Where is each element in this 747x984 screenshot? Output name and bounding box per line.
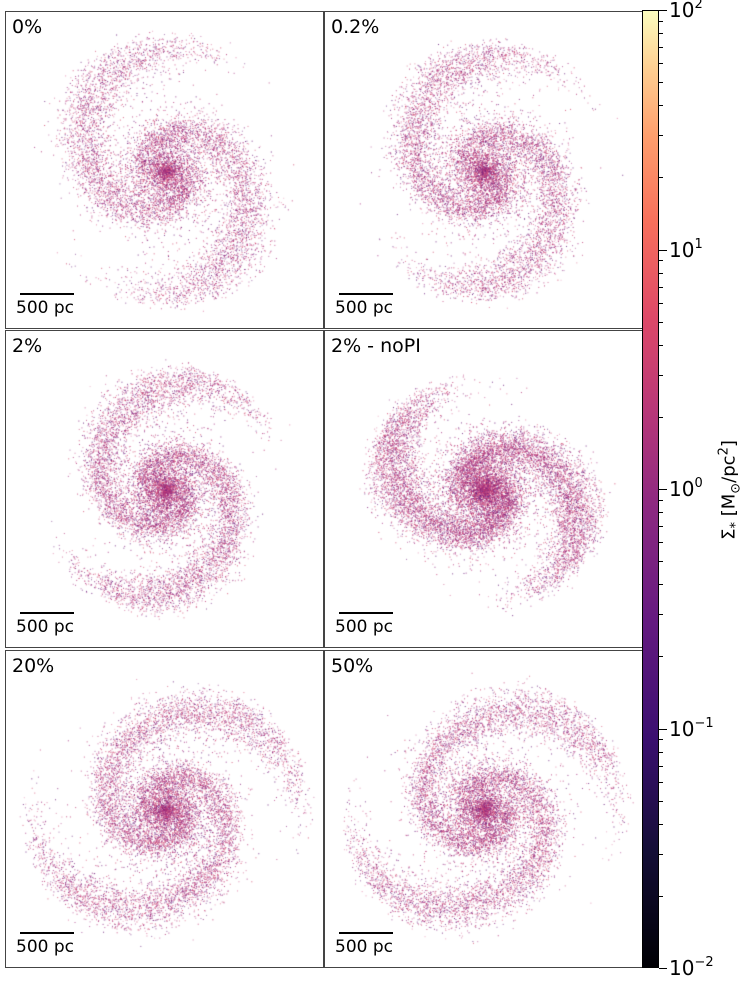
colorbar-tick-label: 102 — [669, 0, 703, 22]
density-map-panel: 0.2% 500 pc — [324, 11, 643, 329]
scale-bar — [339, 293, 393, 295]
colorbar-tick-label: 10−2 — [669, 955, 714, 980]
scale-bar — [339, 932, 393, 934]
density-map-image — [325, 331, 642, 647]
density-map-image — [6, 651, 323, 967]
colorbar-minor-tick — [659, 800, 663, 802]
colorbar-minor-tick — [659, 614, 663, 616]
colorbar-minor-tick — [659, 765, 663, 767]
colorbar-minor-tick — [659, 344, 663, 346]
panel-label: 2% — [12, 335, 43, 357]
scale-bar-label: 500 pc — [16, 617, 74, 637]
scale-bar — [20, 612, 74, 614]
scale-bar-label: 500 pc — [16, 298, 74, 318]
panel-label: 0% — [12, 16, 43, 38]
colorbar-minor-tick — [659, 499, 663, 501]
panel-label: 20% — [12, 655, 55, 677]
colorbar-minor-tick — [659, 853, 663, 855]
scale-bar — [339, 612, 393, 614]
colorbar — [642, 10, 659, 968]
scale-bar-label: 500 pc — [335, 617, 393, 637]
density-map-image — [6, 12, 323, 328]
density-map-panel: 2% 500 pc — [5, 330, 324, 648]
colorbar-major-tick — [659, 968, 667, 969]
colorbar-minor-tick — [659, 260, 663, 262]
colorbar-tick-label: 101 — [669, 236, 703, 262]
density-map-panel: 0% 500 pc — [5, 11, 324, 329]
colorbar-minor-tick — [659, 286, 663, 288]
colorbar-minor-tick — [659, 33, 663, 35]
colorbar-minor-tick — [659, 656, 663, 658]
colorbar-minor-tick — [659, 739, 663, 741]
density-map-image — [325, 651, 642, 967]
colorbar-major-tick — [659, 728, 667, 730]
colorbar-minor-tick — [659, 512, 663, 514]
colorbar-major-tick — [659, 249, 667, 251]
colorbar-minor-tick — [659, 82, 663, 84]
density-map-panel: 20% 500 pc — [5, 650, 324, 968]
colorbar-minor-tick — [659, 781, 663, 783]
scale-bar-label: 500 pc — [16, 937, 74, 957]
colorbar-minor-tick — [659, 47, 663, 49]
colorbar-title: Σ* [M⊙/pc2] — [716, 440, 744, 540]
density-map-panel: 50% 500 pc — [324, 650, 643, 968]
colorbar-minor-tick — [659, 177, 663, 179]
colorbar-minor-tick — [659, 374, 663, 376]
density-map-image — [325, 12, 642, 328]
scale-bar-label: 500 pc — [335, 298, 393, 318]
colorbar-minor-tick — [659, 20, 663, 22]
colorbar-tick-label: 100 — [669, 476, 703, 501]
density-map-image — [6, 331, 323, 647]
scale-bar — [20, 932, 74, 934]
colorbar-minor-tick — [659, 302, 663, 304]
density-map-panel: 2% - noPI 500 pc — [324, 330, 643, 648]
colorbar-minor-tick — [659, 272, 663, 274]
colorbar-minor-tick — [659, 584, 663, 586]
colorbar-minor-tick — [659, 321, 663, 323]
scale-bar — [20, 293, 74, 295]
panel-label: 50% — [331, 655, 374, 677]
colorbar-minor-tick — [659, 105, 663, 107]
colorbar-minor-tick — [659, 542, 663, 544]
colorbar-major-tick — [659, 10, 667, 11]
colorbar-minor-tick — [659, 526, 663, 528]
colorbar-minor-tick — [659, 63, 663, 65]
colorbar-minor-tick — [659, 895, 663, 897]
panel-label: 2% - noPI — [331, 335, 421, 357]
colorbar-minor-tick — [659, 751, 663, 753]
colorbar-major-tick — [659, 489, 667, 490]
colorbar-minor-tick — [659, 416, 663, 418]
colorbar-minor-tick — [659, 135, 663, 137]
colorbar-minor-tick — [659, 561, 663, 563]
panel-label: 0.2% — [331, 16, 380, 38]
colorbar-minor-tick — [659, 823, 663, 825]
colorbar-tick-label: 10−1 — [669, 715, 714, 741]
scale-bar-label: 500 pc — [335, 937, 393, 957]
